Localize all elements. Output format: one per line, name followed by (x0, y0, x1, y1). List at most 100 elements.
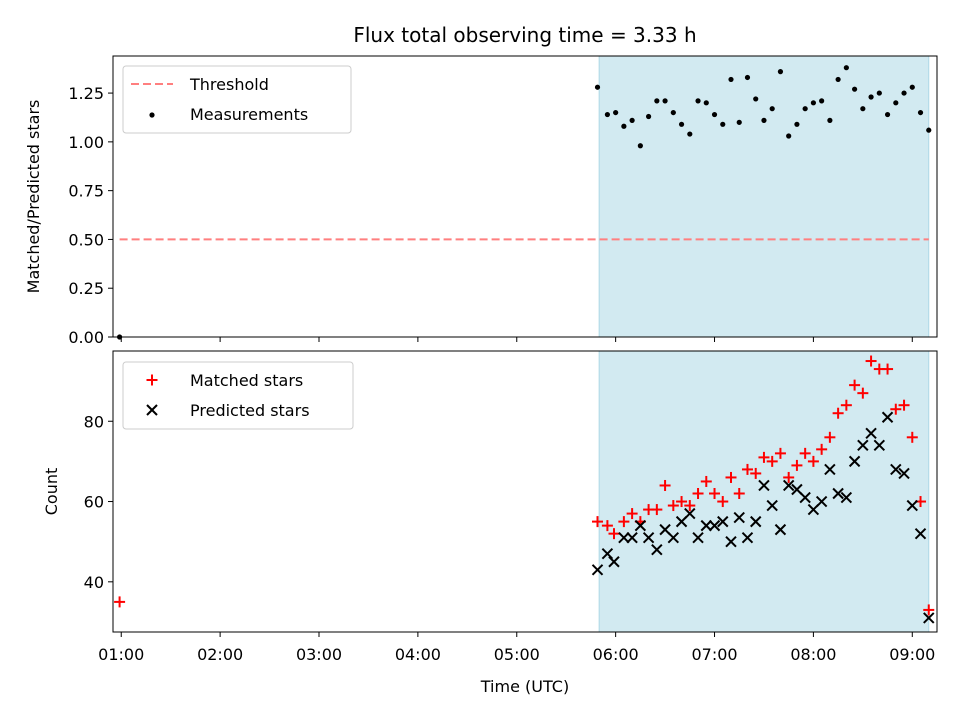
top-y-tick-label: 1.25 (68, 84, 104, 103)
predicted-star-point (684, 507, 696, 520)
legend-predicted-swatch (146, 404, 158, 416)
measurement-point (662, 98, 668, 104)
matched-star-point (857, 387, 869, 399)
measurement-point (860, 106, 866, 112)
predicted-star-point (708, 519, 721, 532)
predicted-star-point (608, 556, 620, 568)
top-y-tick-label: 1.00 (68, 133, 104, 152)
bottom-y-axis-label: Count (42, 468, 61, 516)
measurement-point (604, 111, 611, 118)
matched-star-point (700, 475, 712, 487)
legend-measurements-label: Measurements (190, 105, 308, 124)
measurement-point (777, 69, 784, 75)
predicted-star-point (750, 515, 762, 528)
measurement-point (753, 96, 759, 102)
measurement-point (917, 109, 924, 116)
measurement-point (868, 94, 874, 100)
predicted-stars-points (591, 411, 935, 624)
measurement-point (786, 133, 792, 139)
measurement-point (909, 84, 915, 90)
measurement-point (637, 143, 643, 149)
predicted-star-point (725, 535, 737, 548)
predicted-star-point (832, 487, 844, 500)
top-panel: 0.00 0.25 0.50 0.75 1.00 1.25 Matched/Predict… (24, 55, 938, 347)
measurement-point (893, 100, 899, 106)
predicted-star-point (824, 463, 836, 476)
matched-star-point (882, 363, 894, 375)
predicted-star-point (591, 564, 604, 576)
top-shaded-region (598, 55, 930, 338)
bottom-x-ticks: 01:00 02:00 03:00 04:00 05:00 06:00 07:00 08:00… (98, 632, 935, 664)
bottom-y-tick-label: 40 (84, 573, 104, 592)
legend-plus-marker (146, 374, 158, 386)
measurement-point (594, 84, 601, 90)
predicted-star-point (898, 467, 910, 480)
predicted-star-point (848, 455, 861, 468)
measurement-point (670, 109, 676, 116)
measurement-point (654, 98, 660, 104)
matched-star-point (601, 520, 613, 532)
matched-star-point (717, 496, 729, 508)
matched-star-point (618, 516, 630, 528)
measurement-point (810, 100, 817, 106)
matched-star-point (865, 355, 877, 367)
predicted-star-point (782, 479, 795, 492)
measurement-point (711, 111, 718, 118)
matched-star-point (849, 379, 861, 391)
measurement-point (744, 74, 751, 81)
matched-star-point (840, 399, 852, 411)
matched-star-point (725, 471, 737, 483)
predicted-star-point (881, 411, 894, 423)
matched-star-point (733, 488, 745, 500)
matched-star-point (667, 500, 679, 512)
predicted-star-point (758, 479, 770, 492)
x-tick-label: 06:00 (593, 645, 639, 664)
legend-threshold-label: Threshold (189, 75, 269, 94)
measurement-point (835, 76, 841, 83)
matched-star-point (799, 447, 811, 459)
predicted-star-point (923, 612, 935, 624)
measurement-point (802, 106, 808, 112)
matched-star-point (608, 528, 620, 540)
chart-title: Flux total observing time = 3.33 h (353, 23, 696, 47)
x-tick-label: 01:00 (98, 645, 144, 664)
matched-star-point (692, 488, 704, 500)
matched-star-point (774, 447, 786, 459)
x-tick-label: 07:00 (691, 645, 737, 664)
top-x-ticks (120, 337, 913, 342)
measurement-point (728, 76, 734, 83)
predicted-star-point (890, 463, 902, 476)
legend-measurements-swatch (149, 112, 155, 118)
matched-star-point (923, 604, 935, 616)
matched-star-point (816, 443, 828, 455)
measurement-point (901, 90, 907, 96)
matched-star-point (890, 403, 902, 415)
matched-star-point (709, 488, 721, 500)
measurement-point (819, 98, 825, 104)
matched-star-point (676, 496, 688, 508)
matched-star-point (750, 467, 762, 479)
bottom-y-tick-label: 60 (84, 493, 104, 512)
top-y-tick-label: 0.75 (68, 182, 104, 201)
predicted-star-point (717, 515, 729, 528)
measurement-point (695, 98, 701, 104)
bottom-plot-frame (112, 350, 938, 633)
measurement-point (687, 131, 693, 137)
top-legend: Threshold Measurements (122, 65, 352, 134)
predicted-star-point (865, 427, 877, 439)
measurement-point (678, 121, 685, 127)
top-y-axis-label: Matched/Predicted stars (24, 100, 43, 294)
top-y-tick-label: 0.00 (68, 328, 104, 347)
x-tick-label: 05:00 (494, 645, 540, 664)
predicted-star-point (906, 499, 918, 512)
x-tick-label: 08:00 (790, 645, 836, 664)
matched-star-point (651, 504, 663, 516)
predicted-star-point (667, 531, 680, 544)
bottom-panel: 40 60 80 01:00 02:00 03:00 04:00 05:00 06:00 07:… (42, 350, 938, 696)
measurement-point (720, 121, 726, 127)
measurement-point (794, 121, 800, 127)
matched-star-point (684, 500, 696, 512)
predicted-star-point (799, 491, 811, 504)
measurement-point (621, 123, 627, 129)
